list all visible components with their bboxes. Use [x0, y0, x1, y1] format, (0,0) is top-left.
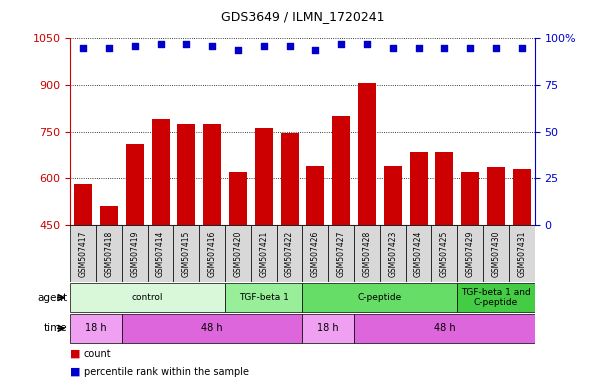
Text: C-peptide: C-peptide [357, 293, 402, 302]
Bar [409, 152, 428, 364]
FancyBboxPatch shape [96, 225, 122, 282]
Text: 18 h: 18 h [318, 323, 339, 333]
Text: GSM507425: GSM507425 [440, 230, 449, 276]
FancyBboxPatch shape [122, 314, 302, 343]
Text: control: control [132, 293, 163, 302]
Text: GSM507426: GSM507426 [311, 230, 320, 276]
FancyBboxPatch shape [406, 225, 431, 282]
FancyBboxPatch shape [354, 314, 535, 343]
FancyBboxPatch shape [354, 225, 380, 282]
Text: agent: agent [37, 293, 67, 303]
Text: ■: ■ [70, 367, 81, 377]
Text: GSM507424: GSM507424 [414, 230, 423, 276]
Text: count: count [84, 349, 111, 359]
Text: GSM507421: GSM507421 [259, 230, 268, 276]
Point [388, 45, 398, 51]
FancyBboxPatch shape [302, 225, 328, 282]
Text: ■: ■ [70, 349, 81, 359]
FancyBboxPatch shape [277, 225, 302, 282]
Text: time: time [43, 323, 67, 333]
Point [233, 46, 243, 53]
FancyBboxPatch shape [328, 225, 354, 282]
Text: GDS3649 / ILMN_1720241: GDS3649 / ILMN_1720241 [221, 10, 384, 23]
Text: GSM507415: GSM507415 [182, 230, 191, 276]
FancyBboxPatch shape [70, 225, 96, 282]
FancyBboxPatch shape [457, 225, 483, 282]
Point [259, 43, 269, 49]
FancyBboxPatch shape [148, 225, 174, 282]
FancyBboxPatch shape [70, 283, 225, 312]
Point [517, 45, 527, 51]
Bar [229, 172, 247, 364]
Point [104, 45, 114, 51]
Text: TGF-beta 1 and
C-peptide: TGF-beta 1 and C-peptide [461, 288, 531, 307]
Bar [152, 119, 170, 364]
Bar [461, 172, 479, 364]
FancyBboxPatch shape [70, 314, 122, 343]
Bar [203, 124, 221, 364]
Text: GSM507419: GSM507419 [130, 230, 139, 276]
Bar [100, 206, 118, 364]
Text: GSM507418: GSM507418 [104, 230, 114, 276]
Point [414, 45, 423, 51]
FancyBboxPatch shape [483, 225, 509, 282]
Bar [435, 152, 453, 364]
FancyBboxPatch shape [380, 225, 406, 282]
Bar [487, 167, 505, 364]
Text: GSM507429: GSM507429 [466, 230, 475, 276]
Text: percentile rank within the sample: percentile rank within the sample [84, 367, 249, 377]
Point [310, 46, 320, 53]
Point [78, 45, 88, 51]
FancyBboxPatch shape [509, 225, 535, 282]
FancyBboxPatch shape [457, 283, 535, 312]
Bar [74, 184, 92, 364]
FancyBboxPatch shape [302, 314, 354, 343]
FancyBboxPatch shape [225, 225, 251, 282]
Bar [126, 144, 144, 364]
Bar [306, 166, 324, 364]
Bar [332, 116, 350, 364]
Text: 48 h: 48 h [202, 323, 223, 333]
Point [181, 41, 191, 47]
Bar [358, 83, 376, 364]
Text: GSM507414: GSM507414 [156, 230, 165, 276]
Point [362, 41, 372, 47]
FancyBboxPatch shape [302, 283, 457, 312]
Text: GSM507423: GSM507423 [388, 230, 397, 276]
Text: GSM507427: GSM507427 [337, 230, 346, 276]
Point [207, 43, 217, 49]
Bar [384, 166, 402, 364]
Text: GSM507417: GSM507417 [79, 230, 87, 276]
Text: GSM507416: GSM507416 [208, 230, 217, 276]
Point [336, 41, 346, 47]
FancyBboxPatch shape [199, 225, 225, 282]
Bar [177, 124, 196, 364]
Point [465, 45, 475, 51]
Bar [280, 133, 299, 364]
Bar [513, 169, 531, 364]
Text: GSM507420: GSM507420 [233, 230, 243, 276]
Text: 48 h: 48 h [434, 323, 455, 333]
FancyBboxPatch shape [225, 283, 302, 312]
FancyBboxPatch shape [251, 225, 277, 282]
Point [156, 41, 166, 47]
FancyBboxPatch shape [174, 225, 199, 282]
FancyBboxPatch shape [122, 225, 148, 282]
Text: GSM507428: GSM507428 [362, 230, 371, 276]
Point [285, 43, 295, 49]
Text: TGF-beta 1: TGF-beta 1 [239, 293, 288, 302]
Text: GSM507431: GSM507431 [518, 230, 526, 276]
FancyBboxPatch shape [431, 225, 457, 282]
Text: GSM507430: GSM507430 [491, 230, 500, 277]
Text: 18 h: 18 h [86, 323, 107, 333]
Bar [255, 128, 273, 364]
Point [439, 45, 449, 51]
Point [491, 45, 501, 51]
Text: GSM507422: GSM507422 [285, 230, 294, 276]
Point [130, 43, 140, 49]
